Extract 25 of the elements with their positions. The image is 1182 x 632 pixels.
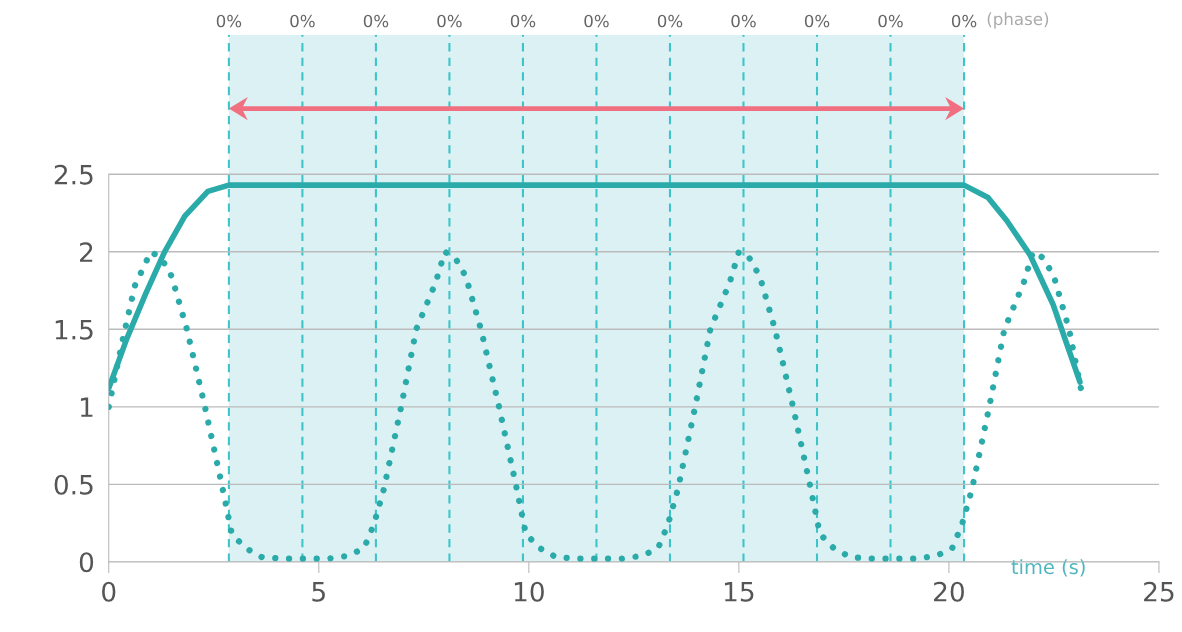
text: (phase): [987, 12, 1049, 29]
annotation: 0%: [363, 14, 389, 28]
y-tick-label: 2.5: [54, 164, 93, 185]
x-tick-label: 0: [102, 581, 116, 602]
annotation: 0%: [584, 14, 609, 28]
annotation: 0%: [951, 14, 977, 28]
y-tick-label: 0.5: [54, 474, 93, 495]
x-tick-label: 20: [934, 581, 964, 602]
annotation: 0%: [878, 14, 903, 28]
x-tick-label: 5: [312, 582, 325, 602]
annotation: 0%: [731, 14, 756, 28]
x-axis-title: time (s): [1011, 559, 1085, 577]
x-tick-label: 10: [514, 581, 544, 602]
y-tick-label: 1.5: [55, 320, 93, 340]
annotation: 0%: [290, 14, 315, 28]
annotation: 0%: [216, 14, 242, 28]
x-tick-label: 15: [724, 582, 754, 602]
annotation: 0%: [437, 14, 462, 28]
y-tick-label: 0: [79, 552, 94, 573]
annotation: 0%: [657, 14, 683, 28]
y-tick-label: 2: [80, 242, 93, 262]
annotation: 0%: [510, 14, 536, 28]
annotation: 0%: [804, 14, 830, 28]
x-tick-label: 25: [1144, 581, 1174, 602]
y-tick-label: 1: [80, 397, 93, 417]
